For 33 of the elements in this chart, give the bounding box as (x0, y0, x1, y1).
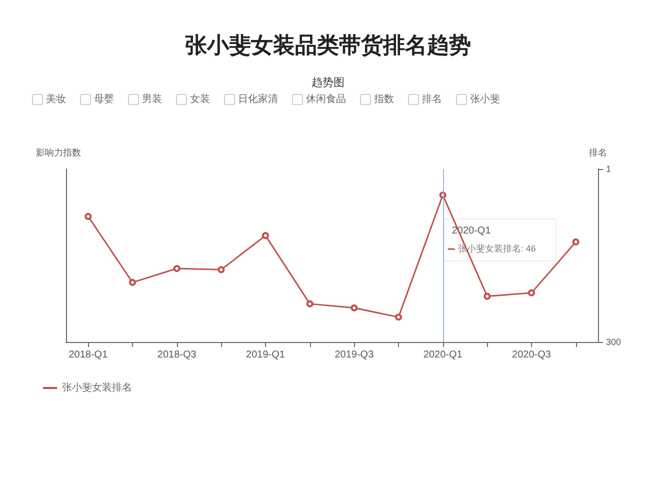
y2-axis-title: 排名 (589, 148, 607, 158)
point (528, 289, 535, 296)
point (572, 238, 580, 246)
chart-title: 张小斐女装品类带货排名趋势 (185, 34, 471, 58)
y2-tick-label: 1 (606, 164, 612, 174)
text: 指数 (374, 92, 394, 106)
text: 男装 (142, 92, 162, 106)
text: 女装 (190, 92, 210, 106)
text: 排名 (422, 92, 442, 106)
text: 美妆 (46, 92, 66, 106)
x-tick-label: 2020-Q1 (423, 350, 463, 360)
y-axis-title: 影响力指数 (36, 148, 81, 158)
x-tick-label: 2019-Q3 (334, 350, 374, 360)
point (395, 314, 402, 321)
x-tick-label: 2018-Q3 (157, 350, 197, 360)
text: 日化家清 (238, 92, 278, 106)
text: 休闲食品 (306, 93, 346, 106)
point (306, 300, 314, 308)
point (484, 292, 491, 300)
legend-label: 张小斐女装排名 (62, 382, 132, 394)
point (350, 304, 358, 312)
text: 张小斐 (470, 92, 500, 106)
point (218, 266, 225, 274)
point (129, 278, 136, 286)
x-tick-label: 2019-Q1 (246, 350, 286, 360)
y2-tick-label: 300 (606, 337, 622, 347)
point (84, 212, 92, 220)
x-tick-label: 2018-Q1 (68, 350, 108, 360)
x-tick-label: 2020-Q3 (512, 350, 552, 360)
chart-subtitle: 趋势图 (312, 76, 344, 89)
point (262, 232, 269, 240)
text: 母婴 (94, 93, 114, 106)
point (173, 265, 180, 272)
